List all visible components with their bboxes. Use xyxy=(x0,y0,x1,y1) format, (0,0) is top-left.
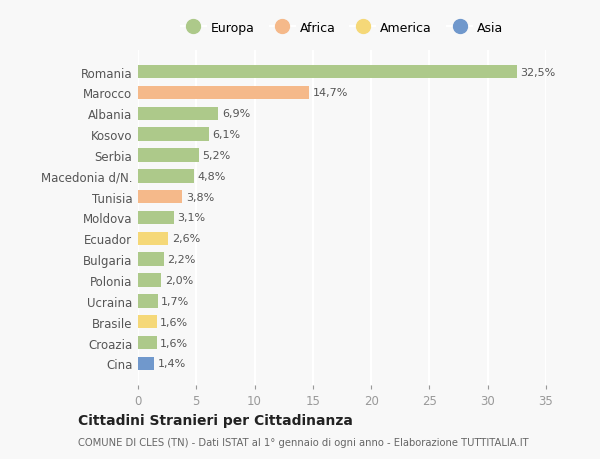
Text: 3,1%: 3,1% xyxy=(178,213,206,223)
Text: 6,9%: 6,9% xyxy=(222,109,250,119)
Text: 2,0%: 2,0% xyxy=(165,275,193,285)
Text: 2,6%: 2,6% xyxy=(172,234,200,244)
Text: 1,6%: 1,6% xyxy=(160,338,188,348)
Bar xyxy=(138,336,157,350)
Text: 1,7%: 1,7% xyxy=(161,296,190,306)
Text: 2,2%: 2,2% xyxy=(167,255,196,264)
Bar xyxy=(138,190,182,204)
Text: COMUNE DI CLES (TN) - Dati ISTAT al 1° gennaio di ogni anno - Elaborazione TUTTI: COMUNE DI CLES (TN) - Dati ISTAT al 1° g… xyxy=(78,437,529,447)
Text: 6,1%: 6,1% xyxy=(212,130,241,140)
Bar xyxy=(138,294,158,308)
Text: Cittadini Stranieri per Cittadinanza: Cittadini Stranieri per Cittadinanza xyxy=(78,414,353,428)
Text: 3,8%: 3,8% xyxy=(186,192,214,202)
Bar xyxy=(138,128,209,142)
Text: 1,4%: 1,4% xyxy=(158,358,186,369)
Bar xyxy=(138,107,218,121)
Text: 14,7%: 14,7% xyxy=(313,88,348,98)
Bar xyxy=(138,274,161,287)
Text: 5,2%: 5,2% xyxy=(202,151,230,161)
Bar xyxy=(138,315,157,329)
Bar xyxy=(138,149,199,162)
Bar xyxy=(138,66,517,79)
Text: 1,6%: 1,6% xyxy=(160,317,188,327)
Bar xyxy=(138,211,174,225)
Text: 32,5%: 32,5% xyxy=(520,67,556,78)
Bar xyxy=(138,357,154,370)
Bar xyxy=(138,170,194,183)
Bar xyxy=(138,253,164,266)
Bar xyxy=(138,86,310,100)
Bar xyxy=(138,232,169,246)
Text: 4,8%: 4,8% xyxy=(197,172,226,181)
Legend: Europa, Africa, America, Asia: Europa, Africa, America, Asia xyxy=(176,17,508,39)
